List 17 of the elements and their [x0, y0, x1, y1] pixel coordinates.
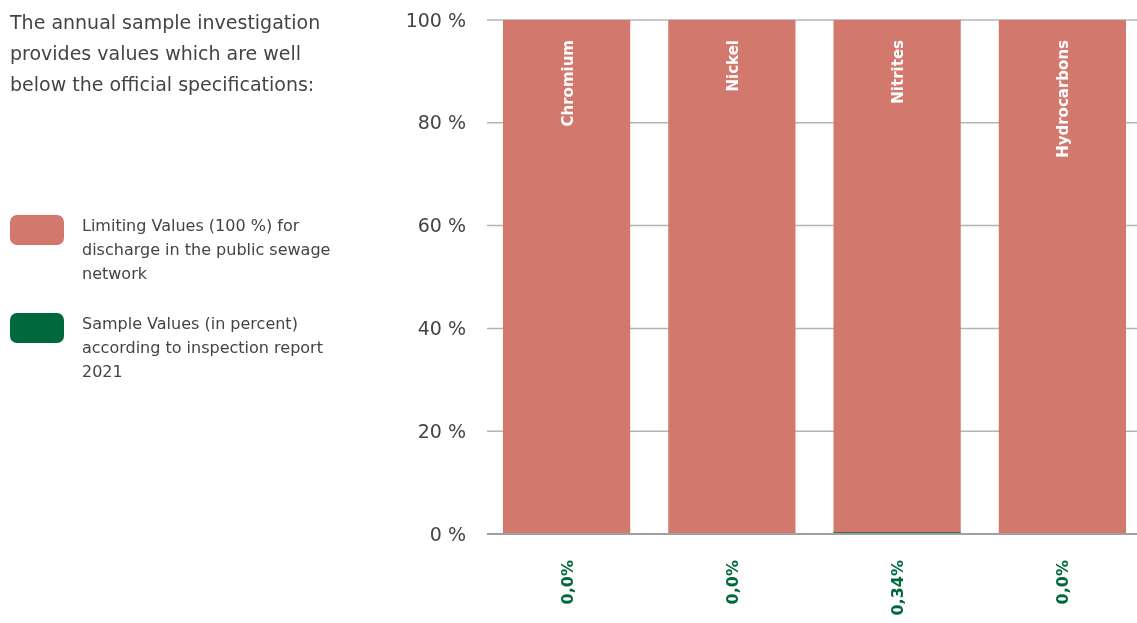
y-tick-label: 80 % [417, 111, 466, 134]
x-tick-label: Chromium [558, 40, 577, 127]
data-label: 0,34% [888, 560, 908, 616]
x-tick-label: Hydrocarbons [1054, 39, 1073, 158]
y-tick-label: 20 % [417, 419, 466, 442]
x-tick-label: Nickel [723, 40, 742, 92]
text: The annual sample investigation provides values which are well below the official specifications: [9, 11, 321, 95]
legend-label: Sample Values (in percent) according to inspection report 2021 [82, 314, 323, 381]
y-tick-label: 40 % [417, 317, 466, 340]
data-label: 0,0% [722, 560, 742, 605]
data-label: 0,0% [557, 560, 577, 605]
y-tick-label: 0 % [429, 522, 466, 545]
legend-label: Limiting Values (100 %) for discharge in the public sewage network [82, 216, 331, 283]
y-tick-label: 60 % [417, 214, 466, 237]
x-tick-label: Nitrites [889, 39, 908, 104]
y-tick-label: 100 % [405, 8, 466, 31]
data-label: 0,0% [1053, 560, 1073, 605]
